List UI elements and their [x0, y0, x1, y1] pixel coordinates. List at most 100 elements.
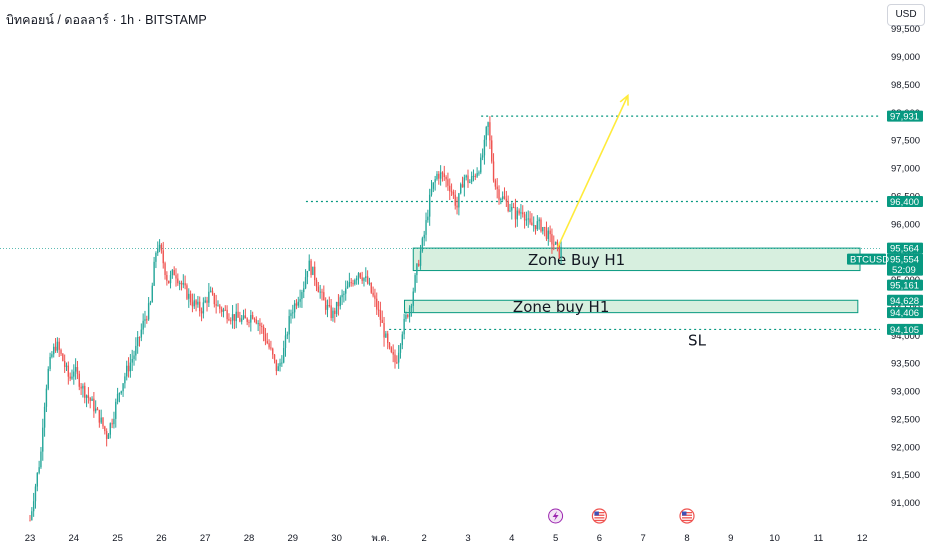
x-tick-label: 8	[684, 533, 689, 544]
candle-body	[91, 398, 93, 401]
candle-body	[180, 282, 183, 285]
candle-body	[324, 300, 327, 310]
candle-body	[178, 282, 181, 284]
candle-body	[341, 294, 343, 298]
buy-zone-box[interactable]	[412, 247, 861, 272]
candle-body	[89, 398, 91, 401]
candle-body	[454, 194, 456, 206]
candle-body	[36, 472, 38, 487]
candle-body	[248, 322, 250, 324]
candle-body	[197, 301, 199, 305]
candle-body	[211, 290, 214, 294]
candle-body	[56, 341, 59, 351]
price-tag	[887, 323, 923, 335]
flag-stripe	[594, 512, 605, 514]
candle-body	[470, 176, 473, 182]
y-tick-label: 91,000	[891, 498, 920, 509]
candle-body	[186, 285, 188, 299]
candle-body	[73, 371, 75, 377]
candle-body	[250, 315, 252, 323]
x-tick-label: 23	[25, 533, 36, 544]
candle-body	[525, 219, 528, 221]
candle-body	[385, 333, 387, 338]
candle-body	[489, 122, 491, 141]
x-tick-label: 24	[69, 533, 80, 544]
candle-body	[244, 315, 247, 319]
candle-body	[365, 276, 367, 279]
candle-body	[401, 334, 403, 346]
flag-stripe	[682, 512, 692, 514]
candle-body	[107, 434, 110, 439]
candle-body	[483, 139, 486, 156]
candle-body	[392, 352, 394, 355]
candle-body	[202, 302, 205, 314]
candle-body	[480, 157, 482, 173]
candle-body	[255, 319, 257, 324]
candle-body	[124, 376, 126, 384]
candle-body	[430, 188, 433, 195]
x-tick-label: 2	[422, 533, 427, 544]
x-tick-label: 11	[813, 533, 823, 544]
candle-body	[80, 386, 82, 389]
price-tag	[887, 253, 923, 276]
candle-body	[32, 501, 35, 512]
candle-body	[288, 316, 290, 335]
candle-body	[217, 305, 219, 307]
candle-body	[390, 347, 393, 353]
candle-body	[491, 140, 493, 162]
candle-body	[58, 341, 60, 350]
candle-body	[164, 263, 166, 276]
candle-body	[222, 309, 225, 312]
y-tick-label: 94,000	[891, 331, 920, 342]
candle-body	[343, 293, 345, 295]
candle-body	[377, 309, 380, 311]
y-tick-label: 91,500	[891, 470, 920, 481]
flag-stripe	[682, 517, 692, 519]
y-tick-label: 98,500	[891, 80, 920, 91]
candle-body	[268, 343, 270, 348]
candle-body	[235, 311, 237, 322]
y-tick-label: 93,000	[891, 387, 920, 398]
candle-body	[533, 225, 535, 227]
candle-body	[428, 194, 431, 217]
candle-body	[292, 312, 294, 314]
candle-body	[259, 323, 261, 327]
candle-body	[228, 319, 230, 321]
candle-body	[423, 234, 425, 239]
flag-stripe	[594, 514, 605, 516]
candle-body	[142, 320, 144, 330]
currency-button[interactable]: USD	[887, 4, 925, 26]
candle-body	[38, 467, 40, 473]
candle-body	[460, 184, 462, 194]
x-tick-label: 25	[112, 533, 123, 544]
candle-body	[239, 317, 241, 322]
price-tag-value: 94,105	[890, 325, 919, 336]
symbol-tag-text: BTCUSD	[850, 255, 889, 266]
candle-body	[421, 238, 424, 252]
buy-zone-box[interactable]	[403, 299, 859, 314]
x-tick-label: 30	[331, 533, 342, 544]
candle-body	[220, 308, 223, 312]
candle-body	[337, 301, 340, 307]
x-tick-label: 29	[288, 533, 299, 544]
target-arrow[interactable]	[557, 95, 629, 248]
candle-body	[332, 310, 334, 319]
candle-body	[339, 297, 341, 307]
candle-body	[138, 337, 141, 339]
candle-body	[104, 426, 106, 432]
candle-body	[450, 191, 453, 193]
candle-body	[47, 368, 49, 389]
candle-body	[67, 365, 70, 377]
candle-body	[472, 175, 475, 177]
lightning-glyph	[552, 511, 559, 521]
candle-body	[326, 305, 329, 310]
candle-body	[127, 365, 130, 372]
x-tick-label: 4	[509, 533, 514, 544]
candle-body	[147, 303, 150, 320]
y-tick-label: 92,500	[891, 414, 920, 425]
candle-body	[160, 244, 163, 251]
candle-body	[69, 376, 71, 379]
candle-body	[346, 286, 349, 289]
candle-body	[76, 367, 79, 374]
